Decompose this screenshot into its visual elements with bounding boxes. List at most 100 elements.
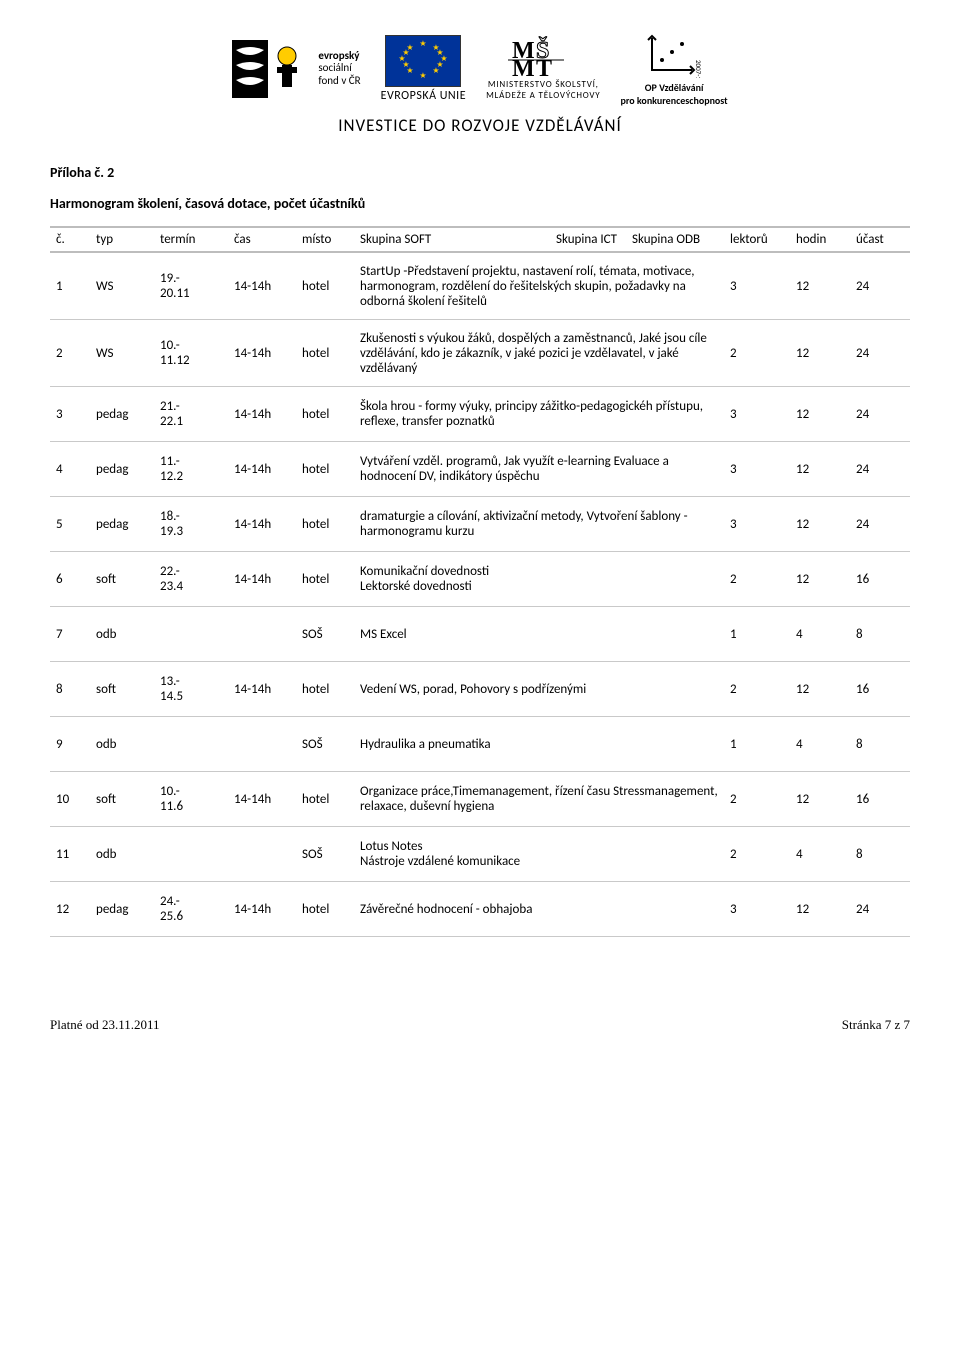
cell-description: StartUp -Představení projektu, nastavení… (354, 252, 724, 320)
cell-num: 7 (50, 607, 90, 662)
esf-line2: sociální (318, 61, 351, 74)
op-logo: 2007-13 OP Vzdělávání pro konkurencescho… (620, 30, 727, 107)
col-termin: termín (154, 227, 228, 252)
attachment-title: Příloha č. 2 (50, 164, 910, 181)
cell-misto: hotel (296, 320, 354, 387)
footer-left: Platné od 23.11.2011 (50, 1017, 160, 1033)
cell-lektoru: 2 (724, 662, 790, 717)
cell-hodin: 12 (790, 497, 850, 552)
cell-misto: hotel (296, 442, 354, 497)
cell-lektoru: 2 (724, 772, 790, 827)
cell-cas: 14-14h (228, 662, 296, 717)
cell-description: Organizace práce,Timemanagement, řízení … (354, 772, 724, 827)
cell-description: Závěrečné hodnocení - obhajoba (354, 882, 724, 937)
cell-cas (228, 827, 296, 882)
cell-num: 4 (50, 442, 90, 497)
table-row: 9odbSOŠHydraulika a pneumatika148 (50, 717, 910, 772)
cell-lektoru: 3 (724, 252, 790, 320)
cell-num: 2 (50, 320, 90, 387)
cell-misto: SOŠ (296, 717, 354, 772)
cell-ucast: 24 (850, 442, 910, 497)
cell-misto: hotel (296, 252, 354, 320)
cell-num: 12 (50, 882, 90, 937)
esf-line3: fond v ČR (318, 74, 360, 87)
cell-termin: 21.-22.1 (154, 387, 228, 442)
col-typ: typ (90, 227, 154, 252)
cell-misto: hotel (296, 662, 354, 717)
cell-description: Škola hrou - formy výuky, principy zážit… (354, 387, 724, 442)
cell-num: 5 (50, 497, 90, 552)
esf-logo: evropský sociální fond v ČR (232, 40, 360, 98)
cell-typ: pedag (90, 882, 154, 937)
cell-typ: pedag (90, 442, 154, 497)
table-header-row: č. typ termín čas místo Skupina SOFT Sku… (50, 227, 910, 252)
table-row: 7odbSOŠMS Excel148 (50, 607, 910, 662)
cell-num: 6 (50, 552, 90, 607)
cell-hodin: 12 (790, 772, 850, 827)
cell-misto: SOŠ (296, 827, 354, 882)
cell-ucast: 8 (850, 607, 910, 662)
cell-ucast: 16 (850, 772, 910, 827)
cell-ucast: 24 (850, 497, 910, 552)
cell-hodin: 12 (790, 320, 850, 387)
col-lektoru: lektorů (724, 227, 790, 252)
cell-typ: WS (90, 252, 154, 320)
cell-cas: 14-14h (228, 497, 296, 552)
cell-lektoru: 3 (724, 387, 790, 442)
cell-misto: hotel (296, 387, 354, 442)
cell-lektoru: 3 (724, 497, 790, 552)
sponsor-logos: evropský sociální fond v ČR ★ ★ ★ ★ ★ ★ … (50, 30, 910, 107)
cell-hodin: 12 (790, 442, 850, 497)
cell-ucast: 8 (850, 827, 910, 882)
cell-hodin: 12 (790, 882, 850, 937)
op-line1: OP Vzdělávání (620, 81, 727, 94)
cell-description: MS Excel (354, 607, 724, 662)
cell-num: 11 (50, 827, 90, 882)
cell-typ: odb (90, 607, 154, 662)
cell-typ: pedag (90, 387, 154, 442)
table-row: 11odbSOŠLotus Notes Nástroje vzdálené ko… (50, 827, 910, 882)
cell-cas: 14-14h (228, 387, 296, 442)
cell-description: Vytváření vzděl. programů, Jak využít e-… (354, 442, 724, 497)
msmt-icon: M Š M T (508, 36, 578, 76)
col-misto: místo (296, 227, 354, 252)
table-row: 6soft22.-23.414-14hhotelKomunikační dove… (50, 552, 910, 607)
cell-hodin: 12 (790, 252, 850, 320)
cell-description: Vedení WS, porad, Pohovory s podřízenými (354, 662, 724, 717)
footer-right: Stránka 7 z 7 (842, 1017, 910, 1033)
cell-misto: hotel (296, 882, 354, 937)
cell-cas: 14-14h (228, 252, 296, 320)
col-hodin: hodin (790, 227, 850, 252)
svg-text:T: T (536, 56, 553, 76)
cell-termin: 22.-23.4 (154, 552, 228, 607)
cell-description: Hydraulika a pneumatika (354, 717, 724, 772)
cell-description: Komunikační dovednosti Lektorské dovedno… (354, 552, 724, 607)
col-num: č. (50, 227, 90, 252)
cell-num: 1 (50, 252, 90, 320)
cell-hodin: 12 (790, 552, 850, 607)
col-soft: Skupina SOFT (354, 227, 550, 252)
table-row: 4pedag11.-12.214-14hhotelVytváření vzděl… (50, 442, 910, 497)
cell-lektoru: 3 (724, 882, 790, 937)
eu-flag-icon: ★ ★ ★ ★ ★ ★ ★ ★ ★ ★ ★ ★ (385, 35, 461, 87)
col-odb: Skupina ODB (626, 227, 724, 252)
svg-text:2007-13: 2007-13 (694, 60, 703, 78)
cell-ucast: 24 (850, 882, 910, 937)
cell-lektoru: 1 (724, 607, 790, 662)
table-row: 10soft10.-11.614-14hhotelOrganizace prác… (50, 772, 910, 827)
cell-ucast: 8 (850, 717, 910, 772)
cell-typ: pedag (90, 497, 154, 552)
cell-misto: SOŠ (296, 607, 354, 662)
cell-hodin: 12 (790, 387, 850, 442)
cell-typ: soft (90, 772, 154, 827)
cell-cas: 14-14h (228, 882, 296, 937)
cell-lektoru: 2 (724, 320, 790, 387)
cell-lektoru: 3 (724, 442, 790, 497)
col-cas: čas (228, 227, 296, 252)
cell-misto: hotel (296, 497, 354, 552)
cell-num: 3 (50, 387, 90, 442)
cell-hodin: 4 (790, 827, 850, 882)
cell-typ: soft (90, 552, 154, 607)
cell-num: 10 (50, 772, 90, 827)
cell-description: dramaturgie a cílování, aktivizační meto… (354, 497, 724, 552)
